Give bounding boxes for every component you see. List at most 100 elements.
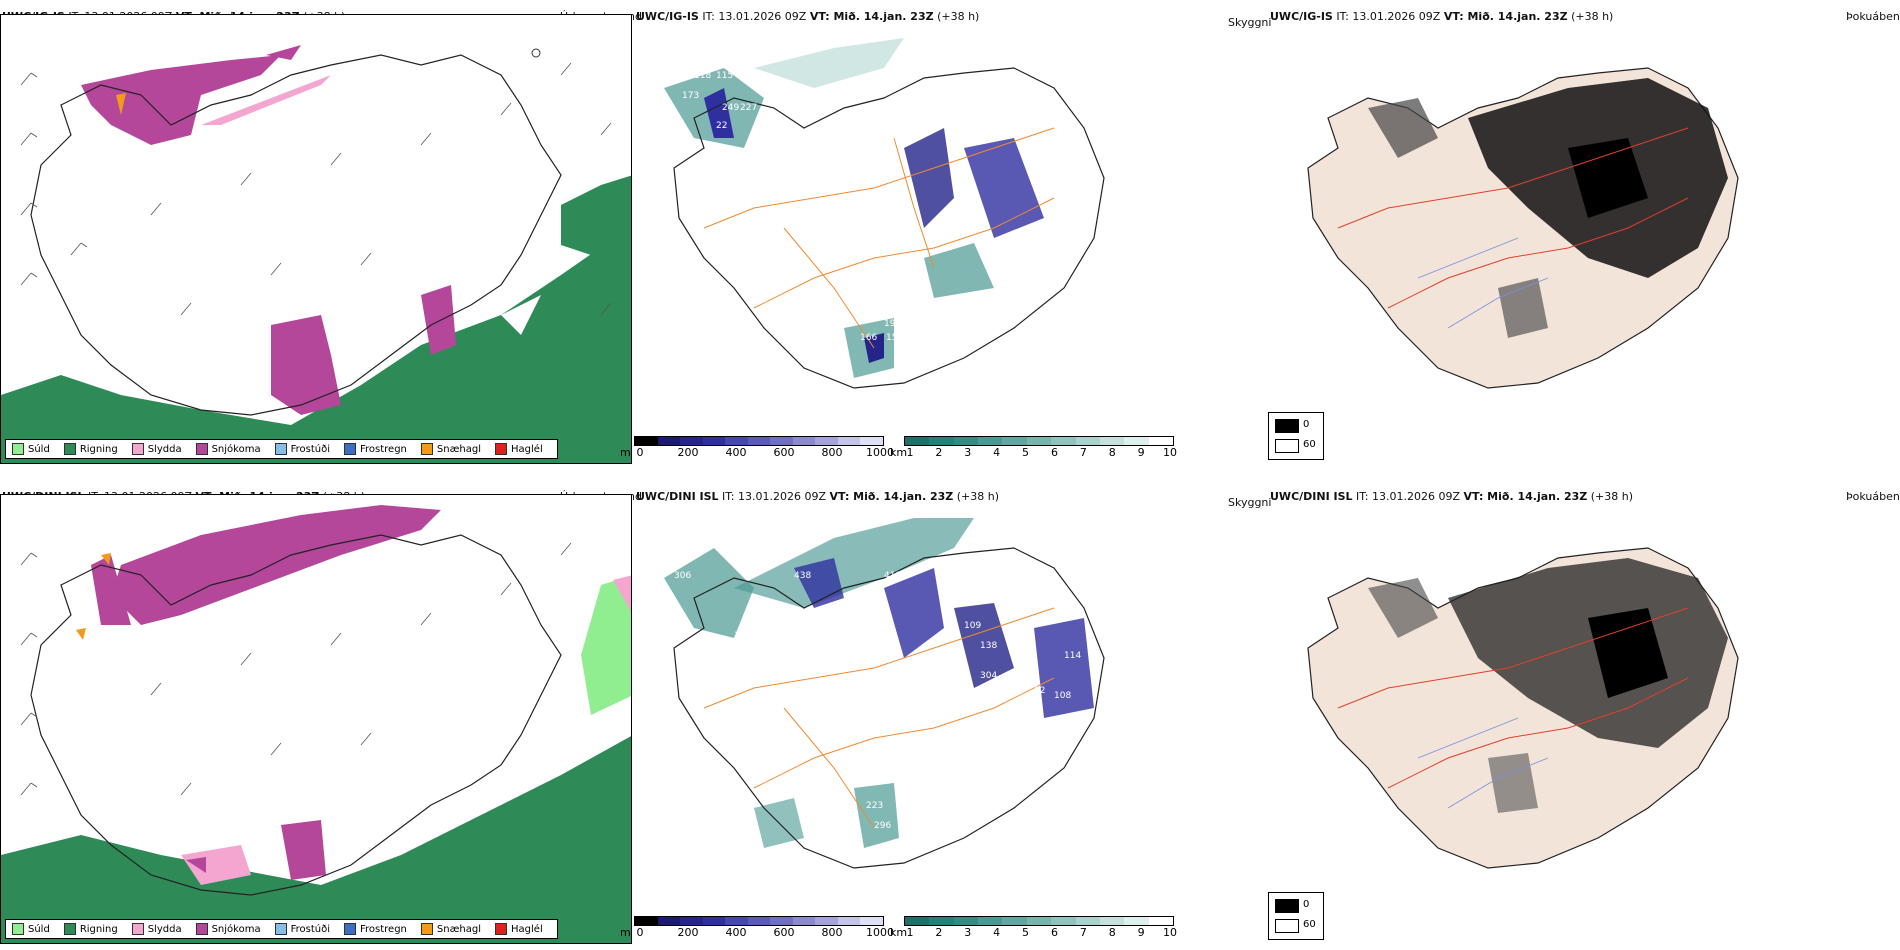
colorbar-gradient <box>904 436 1174 446</box>
colorbar-segment <box>747 437 771 445</box>
colorbar-tick: 1000 <box>866 926 894 939</box>
colorbar-tick: 400 <box>725 446 747 459</box>
colorbar-tick: 200 <box>677 446 699 459</box>
visibility-colorbar-km: km 1 2 3 4 5 6 7 8 9 10 <box>890 916 1178 940</box>
colorbar-segment <box>860 917 884 925</box>
colorbar-segment <box>1002 917 1027 925</box>
colorbar-tick: 3 <box>964 926 972 939</box>
colorbar-segment <box>1124 437 1149 445</box>
colorbar-segment <box>1051 437 1076 445</box>
colorbar-tick: 7 <box>1079 926 1087 939</box>
vis-value-label: 154 <box>734 631 751 641</box>
vis-value-label: 195 <box>924 559 941 569</box>
legend-swatch <box>195 443 208 455</box>
panel-type-label: Skyggni <box>1228 16 1272 29</box>
precip-type-legend: Súld Rigning Slydda Snjókoma Frostúði Frostre… <box>5 919 558 939</box>
legend-item-frostúði: Frostúði <box>274 923 330 935</box>
legend-swatch <box>495 443 508 455</box>
fog-swatch-0 <box>1275 419 1299 433</box>
vis-value-label: 51 <box>994 271 1005 281</box>
colorbar-gradient <box>634 436 884 446</box>
legend-swatch <box>12 923 24 935</box>
legend-swatch <box>420 443 433 455</box>
colorbar-tick: 0 <box>636 446 644 459</box>
fog-swatch-60 <box>1275 919 1299 933</box>
colorbar-segment <box>837 917 861 925</box>
colorbar-segment <box>837 437 861 445</box>
legend-label: Rigning <box>79 443 118 455</box>
colorbar-tick: 0 <box>636 926 644 939</box>
colorbar-tick: 400 <box>725 926 747 939</box>
colorbar-tick: 10 <box>1163 926 1177 939</box>
vis-value-label: 418 <box>884 571 901 581</box>
colorbar-tick: 200 <box>677 926 699 939</box>
panel-title: UWC/DINI ISL IT: 13.01.2026 09Z VT: Mið.… <box>1270 490 1634 503</box>
panel-type-label: Skyggni <box>1228 496 1272 509</box>
legend-label: Frostregn <box>360 923 407 935</box>
legend-item-frostregn: Frostregn <box>344 923 407 935</box>
colorbar-gradient <box>634 916 884 926</box>
vis-value-label: 12 <box>1034 686 1045 696</box>
colorbar-tick: 800 <box>821 926 843 939</box>
colorbar-tick: 800 <box>821 446 843 459</box>
colorbar-unit: km <box>890 926 908 939</box>
colorbar-segment <box>815 917 838 925</box>
legend-label: Snæhagl <box>436 923 482 935</box>
colorbar-segment <box>929 437 954 445</box>
panel-type-label: Þokuábendi <box>1846 10 1900 23</box>
legend-label: Frostregn <box>360 443 407 455</box>
legend-label: Súld <box>28 923 50 935</box>
colorbar-segment <box>657 437 681 445</box>
legend-item-slydda: Slydda <box>131 443 182 455</box>
colorbar-ticks: 0 200 400 600 800 1000 <box>634 926 895 940</box>
legend-swatch <box>63 443 76 455</box>
panel-title: UWC/DINI ISL IT: 13.01.2026 09Z VT: Mið.… <box>636 490 1000 503</box>
colorbar-segment <box>1099 437 1125 445</box>
vis-value-label: 114 <box>1064 651 1081 661</box>
vis-value-label: 46 <box>1014 661 1026 671</box>
fog-index-map <box>1268 508 1900 908</box>
fog-swatch-0 <box>1275 899 1299 913</box>
colorbar-tick: 600 <box>773 926 795 939</box>
colorbar-tick: 8 <box>1108 926 1116 939</box>
legend-label: Súld <box>28 443 50 455</box>
colorbar-tick: 6 <box>1050 446 1058 459</box>
colorbar-segment <box>1026 917 1052 925</box>
colorbar-tick: 9 <box>1137 926 1145 939</box>
legend-item-slydda: Slydda <box>131 923 182 935</box>
colorbar-tick: 2 <box>935 446 943 459</box>
legend-label: Frostúði <box>290 443 330 455</box>
legend-label: Snjókoma <box>211 443 261 455</box>
colorbar-segment <box>792 437 816 445</box>
panel-top-center: UWC/IG-IS IT: 13.01.2026 09Z VT: Mið. 14… <box>620 0 1271 459</box>
panel-title: UWC/IG-IS IT: 13.01.2026 09Z VT: Mið. 14… <box>636 10 980 23</box>
colorbar-segment <box>702 437 726 445</box>
legend-swatch <box>131 443 144 455</box>
panel-title: UWC/IG-IS IT: 13.01.2026 09Z VT: Mið. 14… <box>1270 10 1614 23</box>
precip-type-legend: Súld Rigning Slydda Snjókoma Frostúði Frostre… <box>5 439 558 459</box>
colorbar-segment <box>953 917 979 925</box>
legend-item-rigning: Rigning <box>63 923 118 935</box>
colorbar-segment <box>657 917 681 925</box>
legend-label: Snæhagl <box>436 443 482 455</box>
panel-bottom-center: UWC/DINI ISL IT: 13.01.2026 09Z VT: Mið.… <box>620 480 1271 939</box>
colorbar-segment <box>953 437 979 445</box>
colorbar-ticks: 1 2 3 4 5 6 7 8 9 10 <box>904 926 1178 940</box>
legend-swatch <box>195 923 208 935</box>
visibility-colorbar-km: km 1 2 3 4 5 6 7 8 9 10 <box>890 436 1177 460</box>
colorbar-segment <box>860 437 884 445</box>
vis-value-label: 15 <box>994 291 1005 301</box>
colorbar-segment <box>815 437 838 445</box>
vis-value-label: 138 <box>980 641 997 651</box>
colorbar-tick: 4 <box>993 446 1001 459</box>
visibility-colorbar-m: m 0 200 400 600 800 1000 <box>620 436 894 460</box>
colorbar-tick: 10 <box>1163 446 1177 459</box>
colorbar-tick: 2 <box>935 926 943 939</box>
vis-value-label: 296 <box>874 821 891 831</box>
colorbar-segment <box>1051 917 1076 925</box>
panel-bottom-left: UWC/DINI ISL IT: 13.01.2026 09Z VT: Mið.… <box>0 480 642 944</box>
vis-value-label: 173 <box>950 559 967 569</box>
vis-value-label: 227 <box>740 103 757 113</box>
legend-label: Rigning <box>79 923 118 935</box>
legend-swatch <box>274 923 287 935</box>
